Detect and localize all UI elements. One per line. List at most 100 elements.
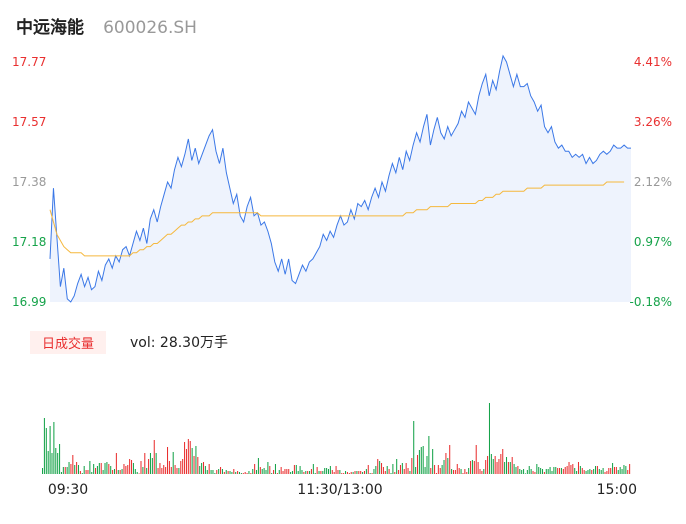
volume-readout: vol: 28.30万手 bbox=[130, 335, 228, 351]
volume-bar bbox=[55, 448, 57, 474]
volume-bar bbox=[593, 469, 595, 474]
volume-bar bbox=[494, 456, 496, 474]
volume-bar bbox=[265, 470, 267, 474]
volume-bar bbox=[286, 469, 288, 474]
volume-bar bbox=[98, 463, 100, 474]
volume-bar bbox=[627, 470, 629, 474]
volume-bar bbox=[445, 453, 447, 474]
volume-bar bbox=[259, 467, 261, 474]
volume-bar bbox=[271, 473, 273, 474]
volume-bar bbox=[545, 469, 547, 474]
pct-tick-label: 4.41% bbox=[634, 55, 672, 69]
volume-bar bbox=[167, 447, 169, 474]
volume-bar bbox=[604, 472, 606, 474]
volume-tab[interactable]: 日成交量 bbox=[30, 331, 107, 354]
price-tick-label: 16.99 bbox=[12, 295, 46, 309]
volume-bar bbox=[187, 439, 189, 474]
volume-bar bbox=[274, 464, 276, 474]
volume-bar bbox=[600, 470, 602, 474]
volume-bar bbox=[240, 473, 242, 474]
volume-bar bbox=[473, 461, 475, 474]
volume-bar bbox=[140, 461, 142, 474]
volume-bar bbox=[305, 471, 307, 474]
volume-bar bbox=[396, 459, 398, 474]
volume-bar bbox=[541, 469, 544, 474]
volume-bar bbox=[447, 458, 449, 474]
volume-bar bbox=[475, 445, 477, 474]
volume-bar bbox=[202, 462, 205, 474]
volume-bar bbox=[220, 467, 222, 474]
volume-bar bbox=[382, 467, 384, 474]
volume-bar bbox=[388, 469, 390, 474]
volume-bar bbox=[621, 469, 623, 474]
volume-bar bbox=[471, 460, 473, 474]
volume-bar bbox=[273, 470, 275, 474]
volume-bar bbox=[625, 466, 627, 474]
volume-bar bbox=[517, 466, 519, 474]
volume-bar bbox=[551, 471, 553, 474]
volume-bar bbox=[47, 451, 49, 474]
volume-bar bbox=[250, 473, 252, 474]
volume-bar bbox=[547, 469, 549, 474]
volume-bar bbox=[121, 469, 123, 474]
volume-bar bbox=[523, 469, 525, 474]
volume-bar bbox=[532, 471, 534, 474]
volume-bar bbox=[204, 466, 206, 474]
volume-bar bbox=[60, 472, 62, 474]
volume-bar bbox=[507, 462, 509, 474]
price-area bbox=[50, 55, 631, 302]
volume-bar bbox=[333, 472, 335, 474]
volume-bar bbox=[74, 465, 76, 474]
volume-bar bbox=[201, 463, 203, 474]
volume-bar bbox=[488, 403, 490, 474]
volume-bar bbox=[587, 470, 589, 474]
volume-bar bbox=[161, 468, 163, 474]
volume-bar bbox=[606, 471, 608, 474]
volume-bar bbox=[615, 467, 617, 474]
volume-bar bbox=[127, 465, 129, 474]
volume-bar bbox=[155, 453, 157, 474]
volume-bar bbox=[608, 468, 610, 474]
volume-bar bbox=[172, 452, 174, 474]
volume-bar bbox=[318, 471, 320, 474]
volume-bar bbox=[409, 471, 411, 474]
volume-bar bbox=[610, 468, 612, 474]
volume-bar bbox=[79, 471, 81, 474]
volume-bar bbox=[373, 469, 375, 474]
volume-bar bbox=[343, 473, 345, 474]
volume-bar bbox=[76, 462, 78, 474]
volume-bar bbox=[199, 466, 201, 474]
volume-bar bbox=[560, 468, 562, 474]
volume-bar bbox=[345, 471, 347, 474]
volume-bar bbox=[401, 463, 403, 474]
volume-bar bbox=[83, 466, 85, 474]
volume-bar bbox=[485, 460, 487, 474]
volume-bar bbox=[316, 467, 318, 474]
volume-bar bbox=[583, 470, 585, 474]
volume-bar bbox=[221, 469, 223, 474]
volume-bar bbox=[85, 470, 87, 474]
volume-bar bbox=[129, 459, 131, 474]
volume-bar bbox=[256, 470, 258, 474]
volume-bar bbox=[498, 459, 500, 474]
volume-bar bbox=[595, 466, 597, 474]
volume-bar bbox=[246, 473, 248, 474]
pct-tick-label: 2.12% bbox=[634, 175, 672, 189]
volume-bar bbox=[288, 469, 290, 474]
volume-bar bbox=[562, 469, 564, 474]
volume-bar bbox=[278, 470, 280, 474]
volume-bar bbox=[598, 469, 600, 474]
pct-tick-label: 0.97% bbox=[634, 235, 672, 249]
volume-bar bbox=[59, 444, 61, 474]
volume-bar bbox=[564, 467, 566, 474]
volume-bar bbox=[617, 470, 619, 474]
volume-bar bbox=[195, 446, 197, 474]
volume-bar bbox=[163, 465, 165, 474]
stock-header: 中远海能 600026.SH bbox=[16, 13, 197, 39]
volume-bar bbox=[182, 459, 184, 474]
volume-bar bbox=[519, 469, 521, 474]
volume-bar bbox=[153, 440, 155, 474]
volume-bar bbox=[470, 461, 472, 474]
volume-bar bbox=[411, 458, 413, 474]
volume-bar bbox=[543, 472, 545, 474]
